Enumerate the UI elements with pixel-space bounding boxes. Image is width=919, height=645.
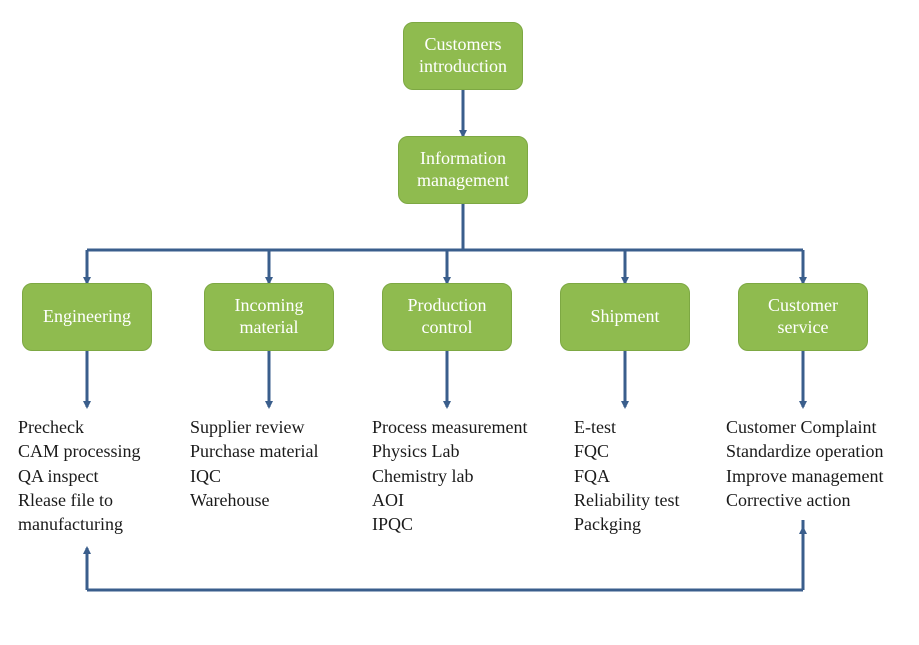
node-incoming-material: Incoming material [204,283,334,351]
text-production: Process measurement Physics Lab Chemistr… [372,415,527,536]
text-customer-service: Customer Complaint Standardize operation… [726,415,883,512]
node-information-management: Information management [398,136,528,204]
text-engineering: Precheck CAM processing QA inspect Rleas… [18,415,141,536]
node-shipment: Shipment [560,283,690,351]
node-production-control: Production control [382,283,512,351]
node-customer-service: Customer service [738,283,868,351]
diagram-canvas: Customers introduction Information manag… [0,0,919,645]
text-shipment: E-test FQC FQA Reliability test Packging [574,415,680,536]
node-engineering: Engineering [22,283,152,351]
node-customers: Customers introduction [403,22,523,90]
text-incoming: Supplier review Purchase material IQC Wa… [190,415,318,512]
